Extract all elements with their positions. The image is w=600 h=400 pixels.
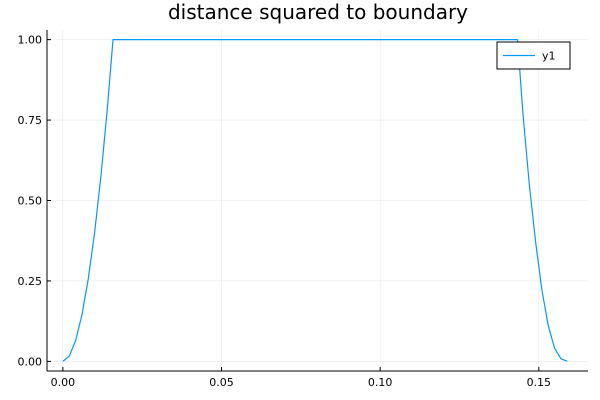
- ticks-layer: 0.00 0.05 0.10 0.15 0.00 0.25 0.50 0.75 1.00: [18, 34, 552, 389]
- series-line-y1: [62, 39, 568, 362]
- x-tick-label: 0.05: [209, 376, 234, 389]
- y-tick-label: 0.00: [18, 355, 43, 368]
- x-tick-label: 0.10: [368, 376, 393, 389]
- x-tick-label: 0.15: [527, 376, 552, 389]
- chart-title: distance squared to boundary: [168, 0, 468, 24]
- y-tick-label: 0.75: [18, 114, 43, 127]
- legend-label: y1: [542, 50, 556, 63]
- x-tick-label: 0.00: [51, 376, 76, 389]
- legend: y1: [496, 41, 571, 70]
- series-layer: [62, 39, 568, 362]
- y-tick-label: 1.00: [18, 34, 43, 47]
- y-tick-label: 0.25: [18, 275, 43, 288]
- grid-layer: [47, 30, 588, 371]
- y-tick-label: 0.50: [18, 195, 43, 208]
